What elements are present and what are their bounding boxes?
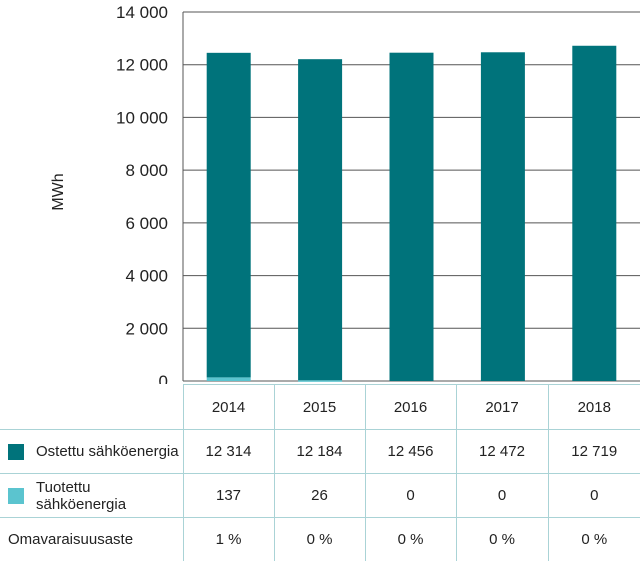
bar-ostettu-2017	[481, 52, 525, 381]
table-row-ostettu: Ostettu sähköenergia 12 314 12 184 12 45…	[0, 430, 640, 474]
y-tick-label: 8 000	[125, 161, 168, 180]
data-label: 0 %	[365, 518, 456, 561]
data-table: 2014 2015 2016 2017 2018 Ostettu sähköen…	[0, 384, 640, 561]
legend-swatch-ostettu	[8, 444, 24, 460]
year-header: 2017	[456, 385, 548, 430]
legend-entry-tuotettu: Tuotettu sähköenergia	[0, 474, 183, 518]
data-label: 12 314	[183, 430, 274, 474]
y-axis-title: MWh	[50, 173, 67, 210]
y-tick-label: 6 000	[125, 214, 168, 233]
legend-label: Tuotettu sähköenergia	[36, 479, 183, 513]
data-label: 12 184	[274, 430, 365, 474]
bar-ostettu-2015	[298, 59, 342, 380]
year-header: 2015	[274, 385, 365, 430]
bar-ostettu-2018	[572, 46, 616, 381]
year-header: 2014	[183, 385, 274, 430]
data-label: 12 472	[456, 430, 548, 474]
table-row-omavaraisuusaste: Omavaraisuusaste 1 % 0 % 0 % 0 % 0 %	[0, 518, 640, 561]
y-tick-label: 12 000	[116, 56, 168, 75]
legend-entry-ostettu: Ostettu sähköenergia	[0, 430, 183, 474]
data-label: 12 456	[365, 430, 456, 474]
data-label: 0	[456, 474, 548, 518]
bars	[207, 46, 617, 382]
y-tick-label: 0	[159, 372, 168, 384]
table-corner	[0, 385, 183, 430]
data-label: 0	[548, 474, 640, 518]
legend-swatch-tuotettu	[8, 488, 24, 504]
data-label: 1 %	[183, 518, 274, 561]
data-label: 0	[365, 474, 456, 518]
data-label: 0 %	[548, 518, 640, 561]
y-tick-label: 10 000	[116, 108, 168, 127]
y-tick-label: 14 000	[116, 3, 168, 22]
table-header-row: 2014 2015 2016 2017 2018	[0, 385, 640, 430]
bar-tuotettu-2014	[207, 377, 251, 381]
bar-ostettu-2016	[390, 53, 434, 381]
data-label: 12 719	[548, 430, 640, 474]
year-header: 2018	[548, 385, 640, 430]
year-header: 2016	[365, 385, 456, 430]
y-axis-ticks: 0 2 000 4 000 6 000 8 000 10 000 12 000 14 000	[116, 3, 168, 384]
bar-tuotettu-2015	[298, 380, 342, 382]
table-row-tuotettu: Tuotettu sähköenergia 137 26 0 0 0	[0, 474, 640, 518]
data-label: 0 %	[274, 518, 365, 561]
legend-label: Ostettu sähköenergia	[36, 443, 179, 460]
data-label: 26	[274, 474, 365, 518]
y-tick-label: 4 000	[125, 267, 168, 286]
row-label-omavaraisuusaste: Omavaraisuusaste	[0, 518, 183, 561]
bar-ostettu-2014	[207, 53, 251, 378]
y-tick-label: 2 000	[125, 319, 168, 338]
data-label: 137	[183, 474, 274, 518]
data-label: 0 %	[456, 518, 548, 561]
